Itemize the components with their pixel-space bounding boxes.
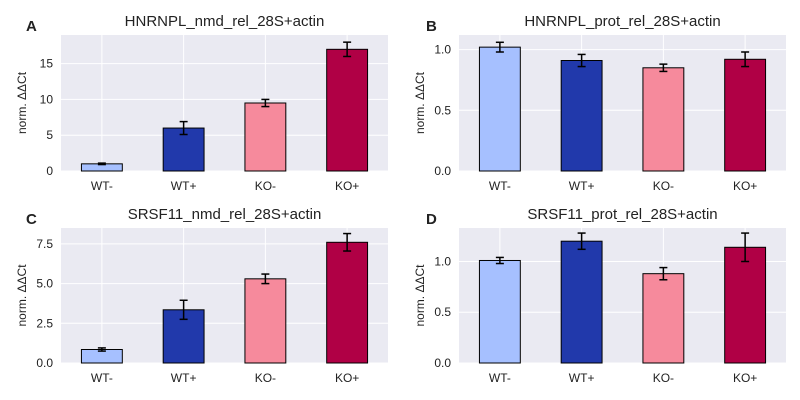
bar [642,67,685,172]
x-tick-label: WT+ [569,179,595,193]
x-tick-label: WT+ [569,371,595,385]
panel-label: C [26,211,37,228]
panel-a: 0 5 10 15 WT- WT+ KO- KO+ HNRNPL_nmd_rel_28S+act… [15,13,388,193]
chart-title: SRSF11_prot_rel_28S+actin [527,206,717,223]
x-tick-label: KO+ [733,371,757,385]
chart-title: HNRNPL_nmd_rel_28S+actin [125,13,325,30]
y-tick-label: 0.0 [434,356,451,370]
panel-label: D [426,211,437,228]
x-tick-label: KO- [653,371,674,385]
bar [724,58,767,172]
x-tick-label: WT- [489,371,511,385]
y-tick-label: 0 [46,164,53,178]
bar [478,259,521,364]
panel-label: A [26,18,37,35]
bar [244,278,287,364]
bar [560,60,603,172]
y-axis-label: norm. ΔΔCt [15,71,29,134]
x-tick-label: KO+ [335,371,359,385]
y-axis-label: norm. ΔΔCt [15,264,29,327]
bar [478,46,521,172]
y-tick-label: 7.5 [36,237,53,251]
y-tick-label: 0.0 [36,356,53,370]
x-tick-label: WT+ [171,179,197,193]
panel-d: 0.0 0.5 1.0 WT- WT+ KO- KO+ SRSF11_prot_rel_28S… [413,206,786,385]
y-tick-label: 2.5 [36,316,53,330]
bar [724,246,767,364]
y-tick-label: 5 [46,128,53,142]
y-tick-label: 1.0 [434,43,451,57]
panel-c: 0.0 2.5 5.0 7.5 WT- WT+ KO- KO+ SRSF11_nmd_rel_2… [15,206,388,385]
x-tick-label: KO- [653,179,674,193]
x-tick-label: KO- [255,179,276,193]
y-tick-label: 0.5 [434,103,451,117]
y-tick-label: 0.0 [434,164,451,178]
y-tick-label: 0.5 [434,305,451,319]
x-tick-label: KO- [255,371,276,385]
x-tick-label: WT- [91,179,113,193]
x-tick-label: KO+ [335,179,359,193]
y-tick-label: 1.0 [434,254,451,268]
x-tick-label: WT+ [171,371,197,385]
bar [642,273,685,364]
bar [326,241,369,364]
panel-b: 0.0 0.5 1.0 WT- WT+ KO- KO+ HNRNPL_prot_rel_28S… [413,13,786,193]
panel-label: B [426,18,437,35]
chart-title: HNRNPL_prot_rel_28S+actin [524,13,720,30]
y-axis-label: norm. ΔΔCt [413,71,427,134]
chart-title: SRSF11_nmd_rel_28S+actin [128,206,322,223]
y-tick-label: 5.0 [36,277,53,291]
x-tick-label: KO+ [733,179,757,193]
y-axis-label: norm. ΔΔCt [413,264,427,327]
x-tick-label: WT- [489,179,511,193]
bar [560,240,603,364]
bar [326,48,369,172]
bar [244,102,287,172]
x-tick-label: WT- [91,371,113,385]
y-tick-label: 15 [40,57,54,71]
y-tick-label: 10 [40,92,54,106]
